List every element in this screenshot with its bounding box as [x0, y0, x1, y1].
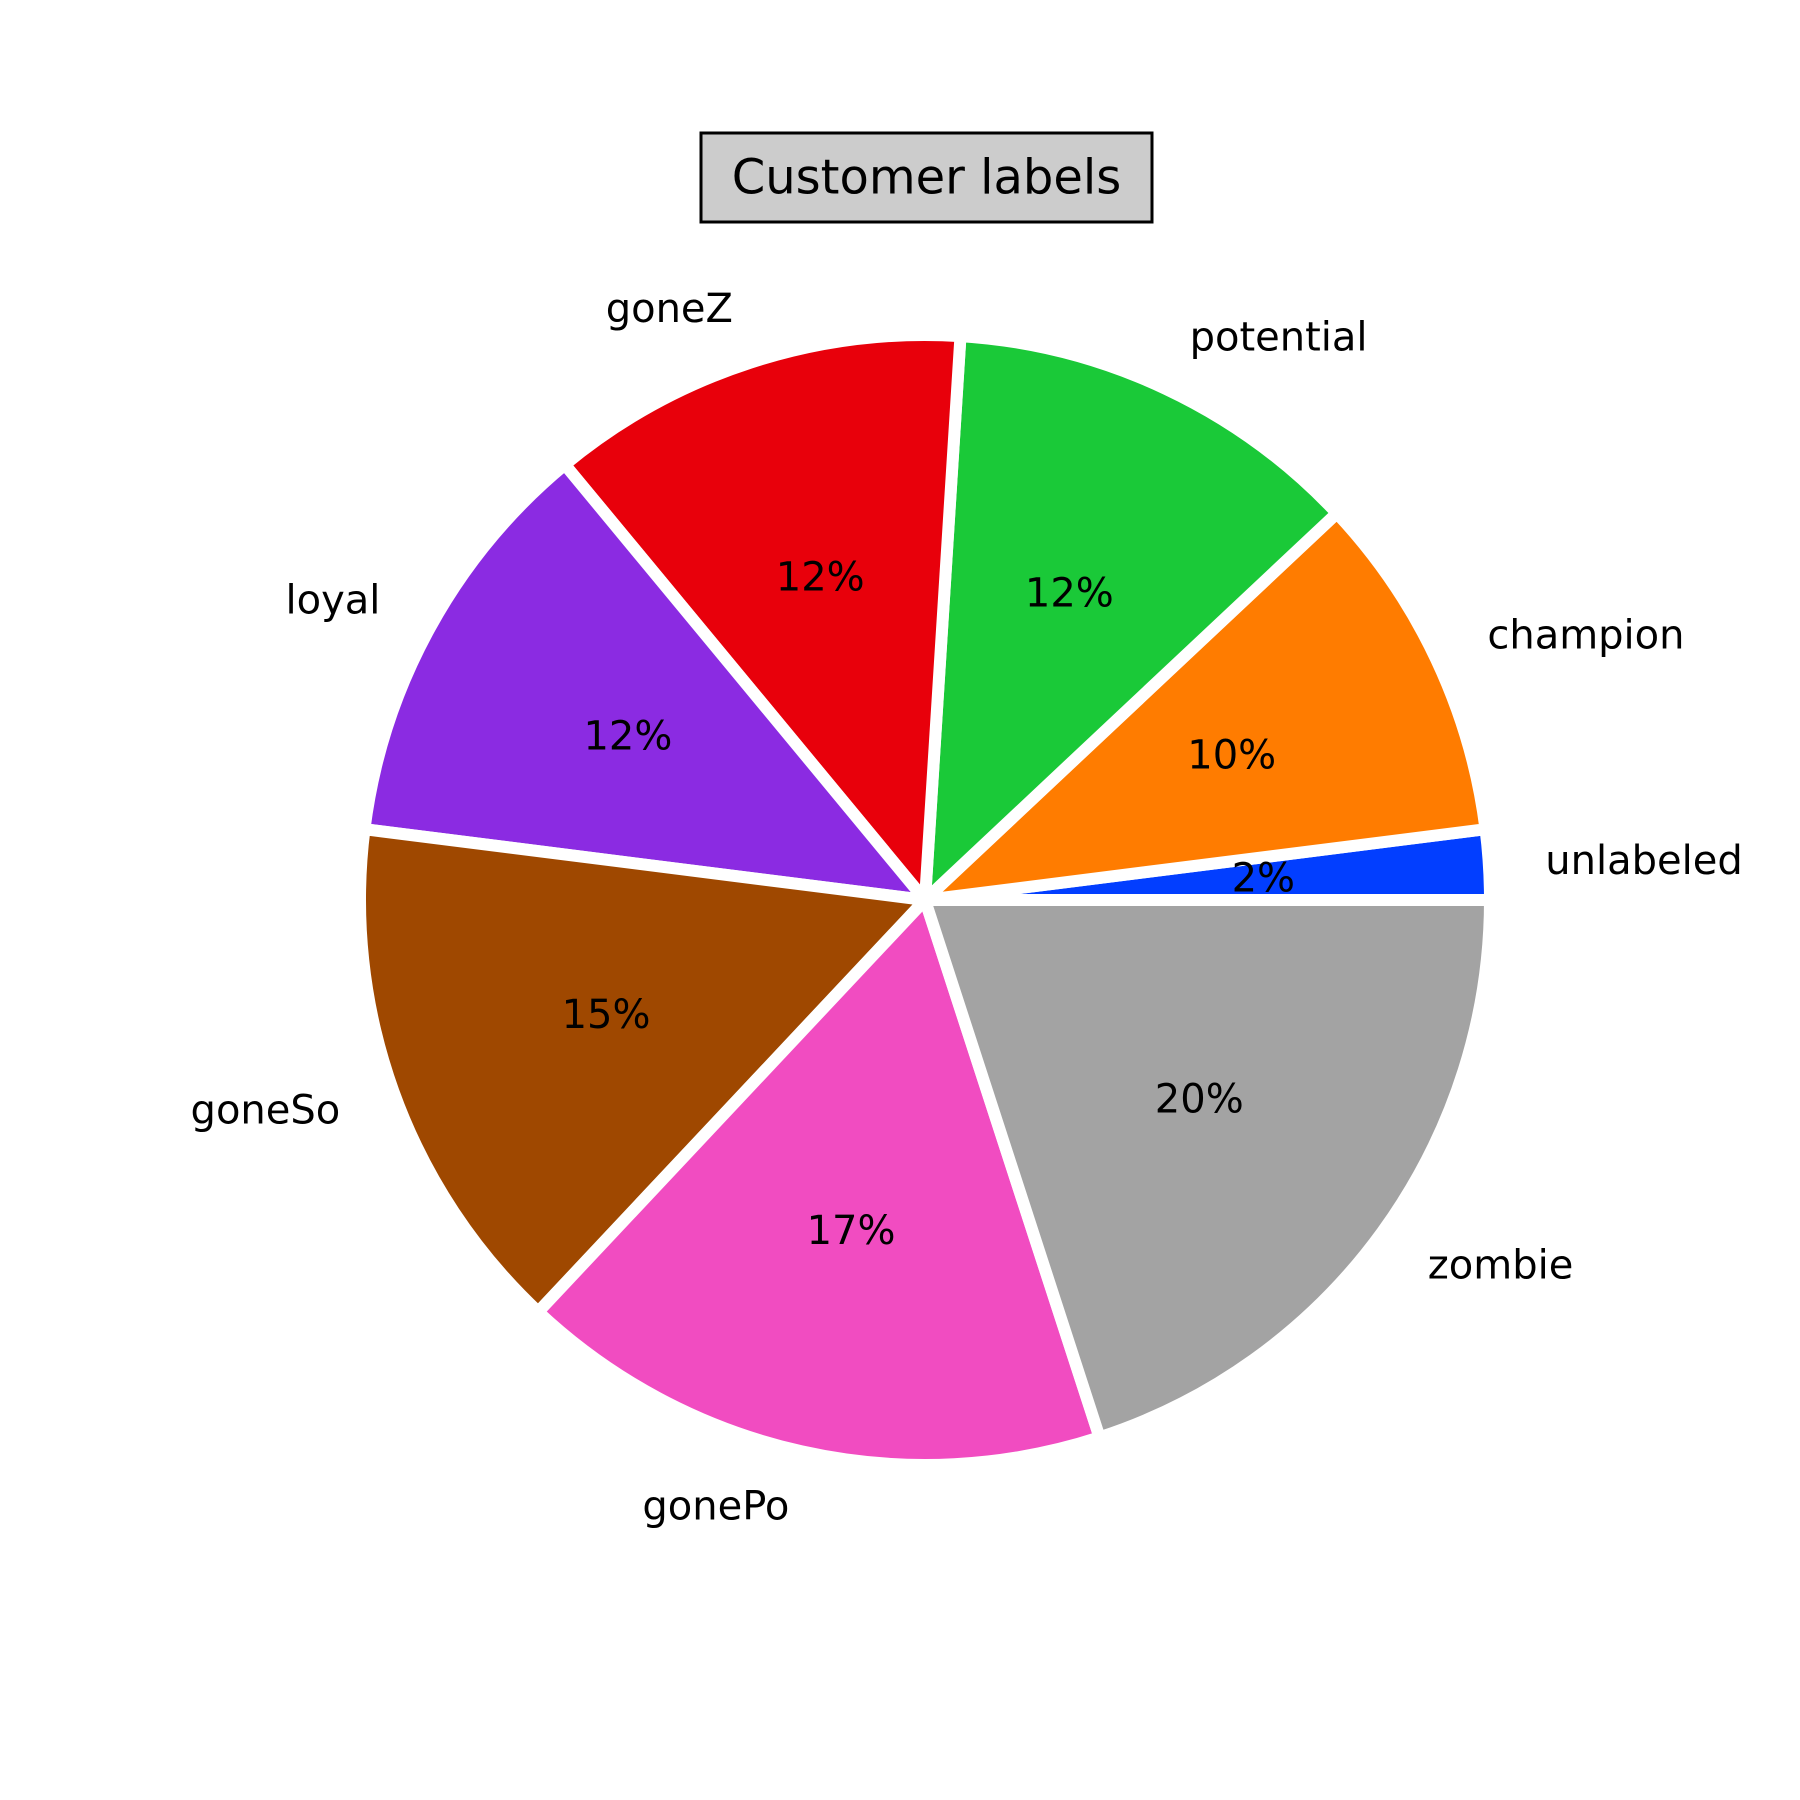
slice-percent-goneZ: 12%	[776, 555, 865, 601]
pie-slice-goneSo	[354, 822, 938, 1321]
slice-label-champion: champion	[1487, 612, 1684, 658]
pie-slice-gonePo	[529, 888, 1108, 1471]
slice-label-unlabeled: unlabeled	[1545, 838, 1742, 884]
slice-percent-gonePo: 17%	[807, 1208, 896, 1254]
pie-slice-loyal	[357, 456, 940, 908]
slice-percent-potential: 12%	[1025, 570, 1114, 616]
slice-percent-unlabeled: 2%	[1232, 856, 1295, 902]
slice-percent-champion: 10%	[1187, 733, 1276, 779]
slice-label-goneSo: goneSo	[191, 1088, 341, 1134]
slice-label-gonePo: gonePo	[642, 1484, 789, 1530]
slice-percent-zombie: 20%	[1155, 1076, 1244, 1122]
pie-slice-zombie	[916, 894, 1497, 1445]
pie-slice-champion	[907, 504, 1493, 909]
pie-slice-potential	[918, 329, 1346, 915]
chart-title: Customer labels	[732, 150, 1122, 206]
pie-slice-goneZ	[556, 329, 967, 916]
slice-label-zombie: zombie	[1428, 1242, 1574, 1288]
slice-label-potential: potential	[1190, 315, 1368, 361]
slice-label-goneZ: goneZ	[606, 286, 733, 332]
slice-label-loyal: loyal	[285, 578, 380, 624]
chart-title-frame	[699, 131, 1154, 224]
slice-percent-goneSo: 15%	[562, 992, 651, 1038]
pie-labels: unlabeled 2% champion 10% potential 12% goneZ 1…	[191, 286, 1743, 1530]
chart-title-box: Customer labels	[699, 131, 1154, 224]
slice-percent-loyal: 12%	[583, 714, 672, 760]
pie-wedges	[354, 329, 1497, 1471]
